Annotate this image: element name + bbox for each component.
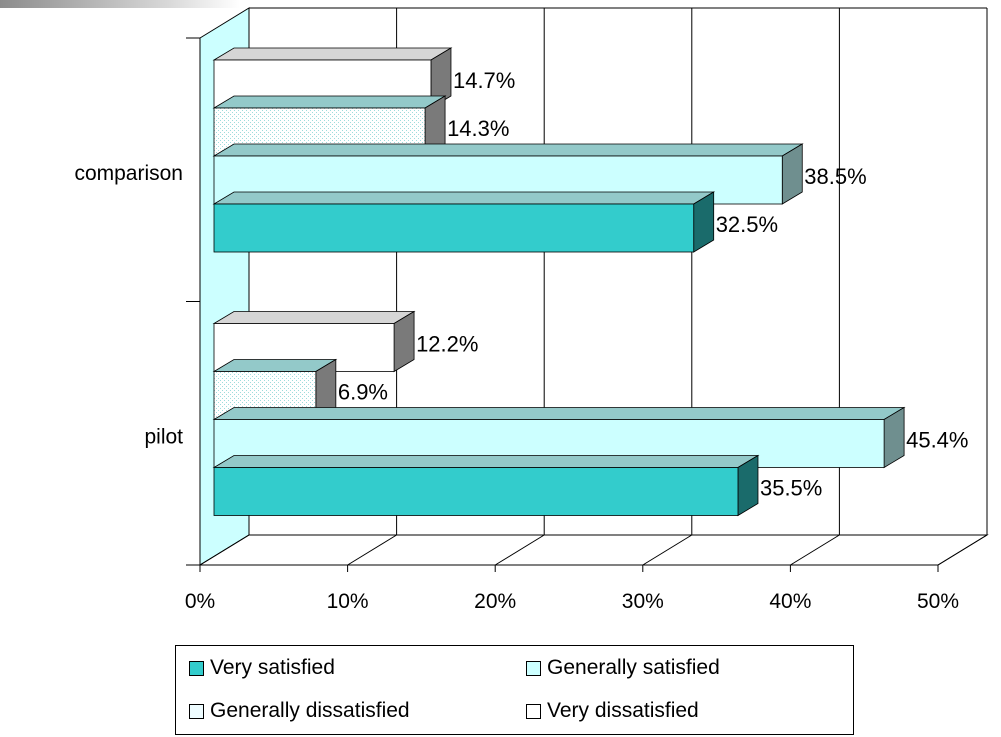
bar-top-face [212,191,716,205]
data-label: 45.4% [906,428,968,453]
bar-top-face [212,143,804,157]
bar-chart: 0% 10% 20% 30% 40% 50% comparison 14.7% 14.3% 38.… [74,7,989,613]
x-tick-label: 50% [917,590,959,613]
legend-item-generally-dissatisfied: Generally dissatisfied [189,699,410,723]
floor-gridline-20 [494,534,545,566]
legend-swatch [189,703,204,719]
data-label: 38.5% [804,164,866,189]
floor-gridline-0 [199,534,250,566]
bar-top-face [212,407,906,420]
bar-top-face [212,47,453,61]
data-label: 6.9% [338,380,388,405]
data-label: 12.2% [416,332,478,357]
bar-front-face [213,203,695,253]
data-label: 14.3% [447,116,509,141]
x-tick-label: 0% [185,590,215,613]
top-decoration-bar [0,0,240,8]
x-tick-label: 20% [474,590,516,613]
category-label-comparison: comparison [74,162,183,185]
bar-top-face [212,311,416,324]
data-label: 32.5% [716,212,778,237]
legend-label: Very dissatisfied [547,699,699,722]
floor [198,534,989,566]
category-label-pilot: pilot [144,425,183,448]
bar-pilot-very-satisfied [212,454,760,517]
x-tick-label: 10% [327,590,369,613]
legend-swatch [526,660,541,676]
floor-gridline-50 [937,534,988,566]
legend-label: Generally dissatisfied [210,699,410,722]
bar-top-face [212,95,447,109]
legend-swatch [189,660,204,676]
bar-comparison-very-satisfied [212,191,716,253]
legend-label: Very satisfied [210,656,335,679]
bar-top-face [212,359,338,372]
floor-gridline-40 [790,534,840,566]
data-label: 35.5% [760,476,822,501]
floor-gridline-10 [347,534,397,566]
bar-front-face [213,467,739,516]
chart-legend: Very satisfied Generally satisfied General… [175,645,854,735]
floor-gridline-30 [642,534,693,566]
legend-item-very-dissatisfied: Very dissatisfied [526,699,699,723]
legend-label: Generally satisfied [547,656,720,679]
legend-item-very-satisfied: Very satisfied [189,656,335,680]
x-tick-label: 40% [769,590,811,613]
legend-item-generally-satisfied: Generally satisfied [526,656,720,680]
data-label: 14.7% [453,68,515,93]
x-tick-label: 30% [622,590,664,613]
bar-top-face [212,455,760,468]
legend-swatch [526,703,541,719]
